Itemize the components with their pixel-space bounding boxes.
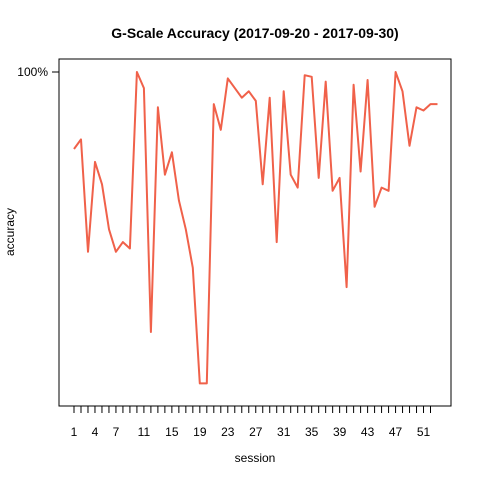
x-tick-label: 43 — [361, 425, 375, 439]
y-tick-label: 100% — [17, 65, 48, 79]
series-line — [73, 71, 438, 385]
x-tick-label: 15 — [165, 425, 179, 439]
y-axis: 100% — [17, 65, 59, 79]
x-tick-label: 31 — [277, 425, 291, 439]
x-tick-label: 11 — [138, 425, 151, 439]
x-tick-label: 51 — [417, 425, 431, 439]
x-axis-label: session — [235, 451, 276, 465]
chart-title: G-Scale Accuracy (2017-09-20 - 2017-09-3… — [111, 25, 398, 41]
x-tick-label: 27 — [249, 425, 263, 439]
x-tick-label: 35 — [305, 425, 319, 439]
x-tick-label: 23 — [221, 425, 235, 439]
x-axis — [73, 406, 432, 413]
x-tick-label: 47 — [389, 425, 403, 439]
x-tick-label: 4 — [92, 425, 99, 439]
x-tick-label: 1 — [71, 425, 78, 439]
x-tick-labels: 1 4 7 11 15 19 23 27 31 35 39 43 47 51 — [71, 425, 431, 439]
y-axis-label: accuracy — [3, 208, 17, 256]
x-tick-label: 19 — [193, 425, 207, 439]
x-tick-label: 39 — [333, 425, 347, 439]
plot-area — [58, 58, 452, 407]
x-tick-label: 7 — [113, 425, 120, 439]
